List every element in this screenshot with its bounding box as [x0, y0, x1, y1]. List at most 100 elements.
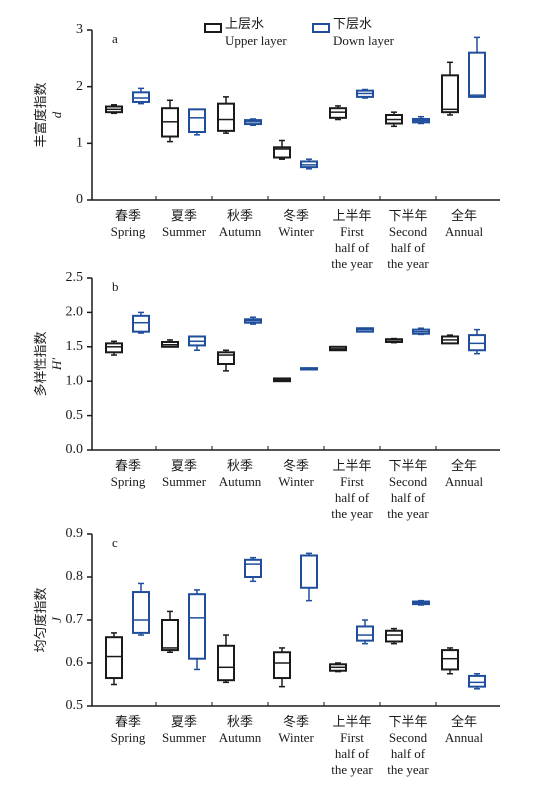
y-tick-label: 1.0: [66, 373, 84, 388]
legend-label: Upper layer: [225, 33, 287, 48]
legend-swatch: [204, 23, 222, 33]
x-tick-label: half of: [391, 240, 426, 255]
box: [188, 593, 206, 660]
x-tick-label: Spring: [111, 224, 146, 239]
x-tick-label: Autumn: [219, 730, 262, 745]
x-tick-label: Winter: [278, 224, 314, 239]
box: [217, 351, 235, 365]
x-tick-label: 夏季: [171, 714, 197, 729]
x-tick-label: Winter: [278, 474, 314, 489]
y-tick-label: 2: [76, 79, 83, 94]
x-tick-label: half of: [335, 746, 370, 761]
box: [441, 649, 459, 671]
x-tick-label: 夏季: [171, 458, 197, 473]
y-tick-label: 1: [76, 136, 83, 151]
y-tick-label: 0.0: [66, 442, 84, 457]
y-axis-label: H': [49, 358, 64, 371]
y-axis-label: J: [49, 616, 64, 623]
x-tick-label: Annual: [445, 474, 484, 489]
x-tick-label: Autumn: [219, 224, 262, 239]
x-tick-label: 全年: [451, 458, 477, 473]
x-tick-label: Summer: [162, 730, 207, 745]
y-tick-label: 0.8: [66, 569, 84, 584]
x-tick-label: First: [340, 224, 364, 239]
x-tick-label: 秋季: [227, 458, 253, 473]
x-tick-label: 春季: [115, 458, 141, 473]
x-tick-label: 秋季: [227, 714, 253, 729]
box: [188, 108, 206, 134]
y-axis-label: 多样性指数: [33, 331, 48, 396]
x-tick-label: 下半年: [388, 458, 427, 473]
panel-label: c: [112, 535, 118, 550]
box: [161, 619, 179, 652]
x-tick-label: 上半年: [332, 208, 371, 223]
x-tick-label: 下半年: [388, 208, 427, 223]
x-tick-label: Second: [389, 730, 428, 745]
y-tick-label: 1.5: [66, 339, 84, 354]
x-tick-label: 春季: [115, 714, 141, 729]
x-tick-label: 夏季: [171, 208, 197, 223]
x-tick-label: 冬季: [283, 714, 309, 729]
box: [273, 146, 291, 159]
box: [385, 629, 403, 643]
box: [217, 644, 235, 682]
x-tick-label: the year: [331, 256, 373, 271]
box: [132, 314, 150, 333]
x-tick-label: 秋季: [227, 208, 253, 223]
x-tick-label: the year: [387, 256, 429, 271]
y-tick-label: 0.7: [66, 612, 84, 627]
box: [132, 591, 150, 634]
x-tick-label: half of: [335, 490, 370, 505]
box: [132, 91, 150, 103]
x-tick-label: Spring: [111, 730, 146, 745]
x-tick-label: half of: [391, 490, 426, 505]
legend-label: 上层水: [225, 16, 264, 31]
box: [356, 625, 374, 642]
box: [244, 558, 262, 578]
x-tick-label: Autumn: [219, 474, 262, 489]
y-tick-label: 0.5: [66, 698, 84, 713]
x-tick-label: Summer: [162, 474, 207, 489]
y-tick-label: 3: [76, 22, 83, 37]
x-tick-label: the year: [387, 506, 429, 521]
box: [105, 636, 123, 680]
y-tick-label: 0.5: [66, 408, 84, 423]
box: [217, 102, 235, 132]
legend-swatch: [312, 23, 330, 33]
box: [468, 674, 486, 688]
x-tick-label: Second: [389, 474, 428, 489]
x-tick-label: half of: [335, 240, 370, 255]
x-tick-label: 全年: [451, 714, 477, 729]
x-tick-label: 全年: [451, 208, 477, 223]
legend-label: 下层水: [333, 16, 372, 31]
y-tick-label: 2.0: [66, 305, 84, 320]
x-tick-label: 春季: [115, 208, 141, 223]
legend-label: Down layer: [333, 33, 395, 48]
x-tick-label: 冬季: [283, 458, 309, 473]
box: [105, 342, 123, 354]
x-tick-label: Second: [389, 224, 428, 239]
box: [273, 651, 291, 680]
box: [329, 107, 347, 119]
x-tick-label: the year: [387, 762, 429, 777]
y-axis-label: d: [49, 111, 64, 118]
y-axis-label: 丰富度指数: [33, 82, 48, 147]
box: [300, 554, 318, 589]
x-tick-label: 下半年: [388, 714, 427, 729]
x-tick-label: 上半年: [332, 458, 371, 473]
x-tick-label: Winter: [278, 730, 314, 745]
y-tick-label: 0.6: [66, 655, 84, 670]
y-tick-label: 2.5: [66, 270, 84, 285]
box: [441, 74, 459, 114]
y-tick-label: 0.9: [66, 526, 84, 541]
y-axis-label: 均匀度指数: [33, 587, 48, 652]
y-tick-label: 0: [76, 192, 83, 207]
x-tick-label: the year: [331, 762, 373, 777]
x-tick-label: First: [340, 730, 364, 745]
x-tick-label: 冬季: [283, 208, 309, 223]
x-tick-label: half of: [391, 746, 426, 761]
x-tick-label: 上半年: [332, 714, 371, 729]
panel-label: b: [112, 279, 119, 294]
box: [468, 51, 486, 98]
